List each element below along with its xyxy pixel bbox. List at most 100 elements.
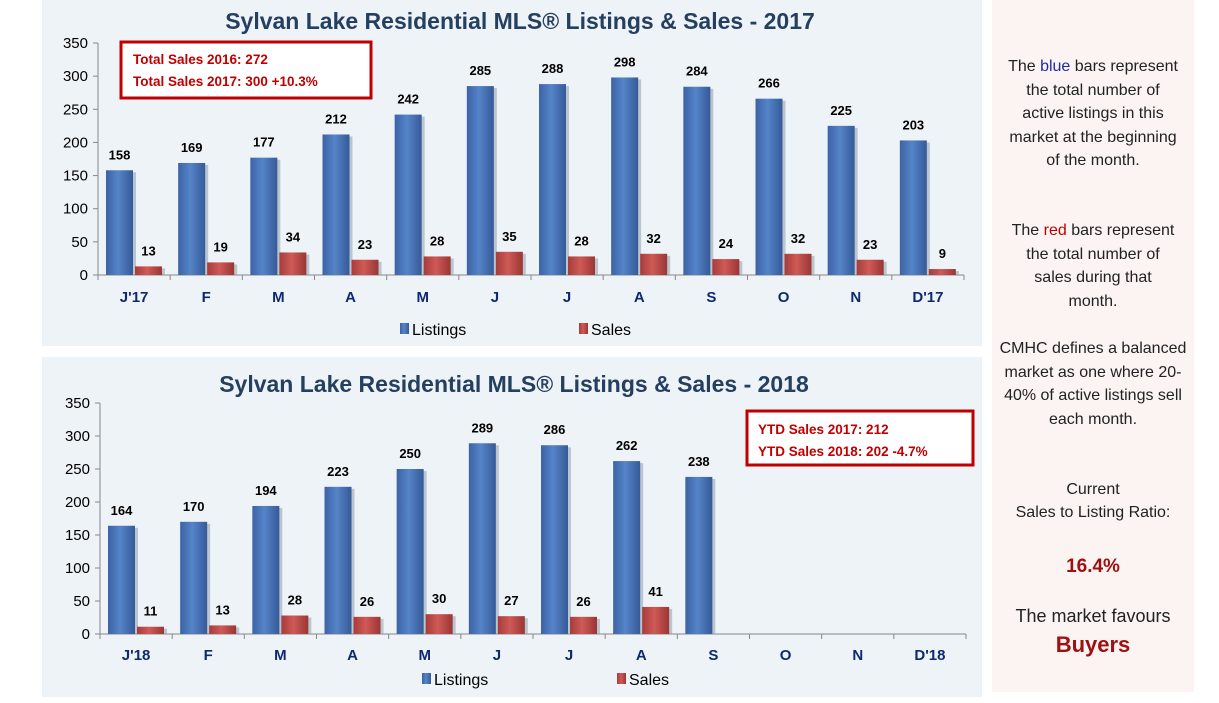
annotation-line-2: Total Sales 2017: 300 +10.3%	[133, 74, 318, 89]
value-label-sales: 26	[576, 594, 590, 609]
y-tick-label: 350	[63, 35, 88, 52]
value-label-sales: 13	[215, 602, 229, 617]
legend-swatch-listings	[400, 323, 409, 334]
value-label-listings: 298	[614, 54, 636, 69]
bar-listings	[180, 521, 208, 634]
y-tick-label: 100	[63, 201, 88, 218]
bar-listings	[178, 162, 206, 275]
y-tick-label: 250	[63, 101, 88, 118]
bar-listings	[755, 98, 783, 276]
value-label-sales: 28	[430, 233, 444, 248]
ratio-caption-line-1: Current	[1066, 481, 1120, 498]
bar-listings	[250, 157, 278, 275]
value-label-sales: 41	[648, 584, 662, 599]
red-bars-explanation: The red bars represent the total number …	[1011, 222, 1175, 310]
bar-sales	[784, 253, 812, 275]
bar-listings	[613, 461, 641, 634]
red-word: red	[1043, 222, 1067, 239]
blue-bars-explanation: The blue bars represent the total number…	[1008, 58, 1178, 169]
y-tick-label: 50	[71, 234, 88, 251]
bar-sales	[209, 625, 237, 634]
bar-sales	[137, 626, 164, 634]
value-label-listings: 238	[688, 454, 710, 469]
x-tick-label: M	[274, 647, 287, 664]
value-label-listings: 266	[758, 76, 780, 91]
bar-sales	[425, 614, 453, 634]
bar-sales	[568, 256, 595, 275]
value-label-sales: 32	[646, 231, 660, 246]
bar-sales	[135, 266, 162, 275]
value-label-listings: 242	[397, 92, 419, 107]
bar-sales	[279, 252, 307, 275]
x-tick-label: D'17	[912, 289, 943, 306]
value-label-sales: 35	[502, 229, 516, 244]
x-tick-label: N	[850, 289, 861, 306]
value-label-sales: 23	[358, 237, 372, 252]
bar-sales	[207, 262, 235, 275]
value-label-sales: 13	[141, 243, 155, 258]
y-tick-label: 350	[65, 395, 90, 412]
blue-word: blue	[1040, 58, 1071, 75]
annotation-box: YTD Sales 2017: 212 YTD Sales 2018: 202 …	[745, 409, 975, 467]
chart-title: Sylvan Lake Residential MLS® Listings & …	[219, 371, 809, 397]
bar-listings	[685, 476, 713, 634]
bar-sales	[712, 259, 740, 275]
value-label-listings: 289	[471, 420, 493, 435]
y-tick-label: 0	[80, 267, 88, 284]
x-tick-label: O	[778, 289, 790, 306]
x-tick-label: J	[563, 289, 571, 306]
market-verdict: Buyers	[1055, 632, 1131, 657]
y-tick-label: 300	[65, 428, 90, 445]
bar-listings	[396, 469, 424, 634]
bar-sales	[928, 269, 956, 275]
x-tick-label: F	[202, 289, 211, 306]
annotation-box: Total Sales 2016: 272 Total Sales 2017: …	[119, 40, 373, 100]
bar-listings	[324, 486, 352, 634]
legend-label-listings: Listings	[412, 322, 466, 339]
value-label-sales: 27	[504, 593, 518, 608]
y-tick-label: 150	[65, 527, 90, 544]
y-tick-label: 300	[63, 68, 88, 85]
value-label-sales: 11	[144, 604, 158, 619]
legend-swatch-sales	[579, 323, 588, 334]
x-tick-label: N	[852, 647, 863, 664]
x-tick-label: J	[493, 647, 501, 664]
legend-label-listings: Listings	[434, 672, 488, 689]
value-label-sales: 30	[432, 591, 446, 606]
x-tick-label: M	[417, 289, 430, 306]
value-label-listings: 170	[183, 499, 205, 514]
value-label-sales: 26	[360, 594, 374, 609]
x-tick-label: A	[634, 289, 645, 306]
x-tick-label: O	[780, 647, 792, 664]
chart-2017: Sylvan Lake Residential MLS® Listings & …	[63, 8, 965, 339]
annotation-line-1: Total Sales 2016: 272	[133, 52, 268, 67]
value-label-listings: 225	[830, 103, 852, 118]
bar-sales	[640, 253, 668, 275]
y-tick-label: 50	[73, 593, 90, 610]
x-tick-label: A	[636, 647, 647, 664]
y-tick-label: 200	[63, 134, 88, 151]
bar-listings	[683, 86, 711, 276]
sales-to-listing-ratio: 16.4%	[1066, 556, 1120, 577]
chart-title: Sylvan Lake Residential MLS® Listings & …	[225, 8, 815, 34]
bar-listings	[108, 525, 135, 634]
x-tick-label: D'18	[914, 647, 945, 664]
x-tick-label: S	[708, 647, 718, 664]
bar-sales	[423, 256, 451, 275]
chart-2018: Sylvan Lake Residential MLS® Listings & …	[65, 371, 975, 689]
value-label-listings: 194	[255, 483, 277, 498]
x-tick-label: M	[272, 289, 285, 306]
cmhc-definition: CMHC defines a balanced market as one wh…	[999, 340, 1187, 428]
legend-label-sales: Sales	[629, 672, 669, 689]
value-label-listings: 212	[325, 111, 347, 126]
y-tick-label: 100	[65, 560, 90, 577]
value-label-listings: 262	[616, 438, 638, 453]
y-tick-label: 250	[65, 461, 90, 478]
value-label-sales: 23	[863, 237, 877, 252]
legend-swatch-sales	[617, 673, 626, 684]
y-tick-label: 200	[65, 494, 90, 511]
value-label-sales: 28	[288, 593, 302, 608]
x-tick-label: F	[204, 647, 213, 664]
annotation-line-1: YTD Sales 2017: 212	[758, 422, 889, 437]
ratio-caption-line-2: Sales to Listing Ratio:	[1015, 504, 1171, 521]
